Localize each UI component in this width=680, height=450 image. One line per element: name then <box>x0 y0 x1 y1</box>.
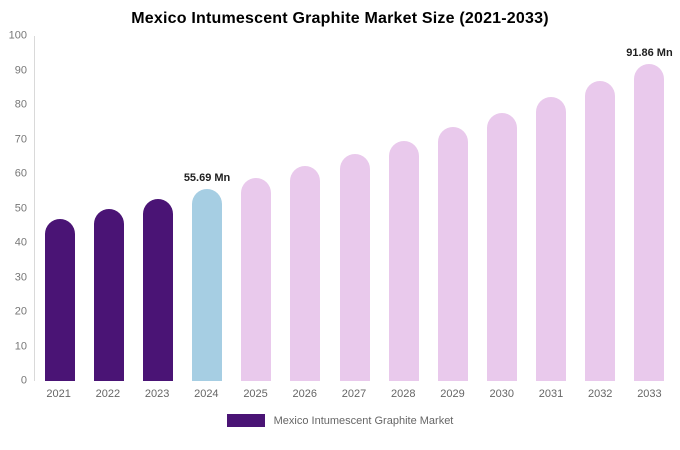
bar-2022 <box>93 209 124 381</box>
legend-swatch-icon <box>226 414 265 427</box>
y-tick: 70 <box>14 133 27 145</box>
y-tick: 80 <box>14 98 27 111</box>
y-axis: 0 10 20 30 40 50 60 70 80 90 100 <box>0 30 34 386</box>
y-tick: 60 <box>14 167 27 180</box>
bar-slot <box>576 36 625 381</box>
chart-title: Mexico Intumescent Graphite Market Size … <box>131 10 549 27</box>
y-tick: 30 <box>14 271 27 283</box>
y-tick: 90 <box>14 64 27 76</box>
bar-slot: 91.86 Mn <box>625 36 674 381</box>
x-label: 2025 <box>243 388 268 400</box>
bar-2030 <box>486 112 517 381</box>
plot-area: 55.69 Mn 91.86 Mn <box>34 36 674 381</box>
x-label: 2033 <box>637 388 662 400</box>
x-label: 2024 <box>194 388 219 400</box>
x-axis: 2021 2022 2023 2024 2025 2026 2027 2028 2029 2030… <box>0 388 674 400</box>
x-label: 2027 <box>341 388 367 400</box>
bar-2023 <box>142 199 173 381</box>
bar-slot <box>477 36 526 381</box>
bar-slot <box>133 36 182 381</box>
x-label: 2021 <box>46 388 71 400</box>
y-axis-spacer <box>0 388 34 400</box>
bar-2028 <box>388 140 419 381</box>
bar-2033 <box>634 64 665 381</box>
x-label: 2029 <box>440 388 465 400</box>
x-label: 2030 <box>489 388 514 400</box>
bar-slot: 55.69 Mn <box>182 36 231 381</box>
y-tick: 0 <box>20 374 27 387</box>
x-label: 2031 <box>538 388 564 400</box>
bar-slot <box>281 36 330 381</box>
bar-value-label: 91.86 Mn <box>626 47 673 60</box>
x-label: 2028 <box>391 388 416 400</box>
bar-2027 <box>339 154 370 381</box>
x-labels: 2021 2022 2023 2024 2025 2026 2027 2028 2029 2030… <box>34 388 674 400</box>
bar-2025 <box>241 177 272 381</box>
bar-value-label: 55.69 Mn <box>183 171 231 184</box>
legend-label: Mexico Intumescent Graphite Market <box>273 414 454 427</box>
bar-slot <box>84 36 133 381</box>
y-tick: 40 <box>14 236 27 249</box>
bar-2032 <box>585 81 616 381</box>
market-size-chart: Mexico Intumescent Graphite Market Size … <box>0 10 680 427</box>
bars: 55.69 Mn 91.86 Mn <box>35 36 674 381</box>
bar-2031 <box>536 97 567 381</box>
bar-slot <box>428 36 477 381</box>
legend: Mexico Intumescent Graphite Market <box>0 414 680 427</box>
bar-slot <box>232 36 281 381</box>
x-label: 2032 <box>587 388 613 400</box>
x-label: 2023 <box>144 388 170 400</box>
y-tick: 50 <box>14 202 27 214</box>
x-label: 2026 <box>292 388 318 400</box>
y-tick: 10 <box>14 340 27 352</box>
bar-2021 <box>44 218 75 381</box>
bar-slot <box>35 36 84 381</box>
bar-2029 <box>437 127 468 381</box>
bar-2026 <box>290 166 321 381</box>
bar-2024 <box>192 188 223 381</box>
bar-slot <box>527 36 576 381</box>
plot-row: 0 10 20 30 40 50 60 70 80 90 100 55.69 Mn 91.86 Mn <box>0 30 674 386</box>
y-tick: 100 <box>8 29 27 42</box>
y-tick: 20 <box>14 305 27 318</box>
bar-slot <box>330 36 379 381</box>
x-label: 2022 <box>95 388 121 400</box>
bar-slot <box>379 36 428 381</box>
